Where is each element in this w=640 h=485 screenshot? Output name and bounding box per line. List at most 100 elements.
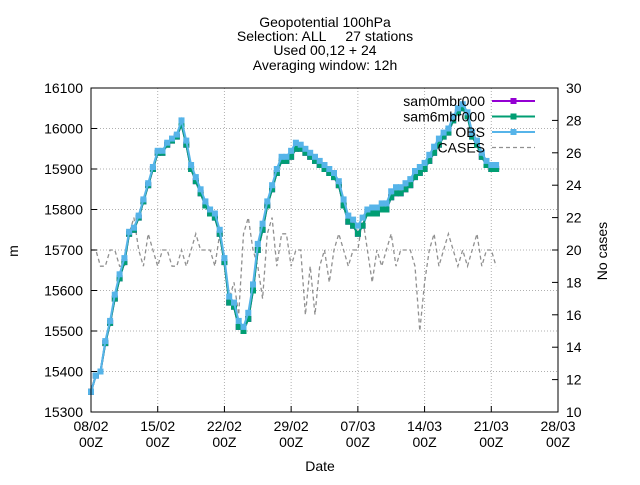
series-line-cases [91,217,497,332]
data-point-sam6mbr000 [231,303,237,310]
data-point-obs [250,281,256,288]
data-point-sam6mbr000 [269,186,276,193]
data-point-obs [454,105,461,112]
data-point-obs [373,204,380,211]
y-tick-label: 15300 [44,404,83,420]
x-tick-label-time: 00Z [279,434,304,450]
data-point-obs [211,210,218,217]
data-point-sam6mbr000 [412,174,418,181]
data-point-obs [259,220,266,227]
y2-tick-label: 10 [566,404,582,420]
data-point-obs [254,240,261,247]
data-point-obs [316,157,323,164]
y2-tick-label: 28 [566,112,582,128]
data-point-obs [278,153,285,160]
data-point-sam6mbr000 [416,170,423,176]
data-point-obs [178,117,185,124]
data-point-obs [140,196,147,203]
x-tick-label-date: 15/02 [140,418,175,434]
x-tick-label-date: 14/03 [407,418,442,434]
data-point-obs [169,135,175,142]
data-point-sam6mbr000 [292,145,299,152]
data-point-obs [264,198,271,205]
data-point-obs [340,196,347,203]
data-point-obs [107,317,114,324]
data-point-obs [121,255,128,262]
data-point-obs [216,226,223,233]
data-point-sam6mbr000 [202,202,209,209]
data-point-obs [412,168,418,174]
data-point-sam6mbr000 [297,145,304,152]
data-point-obs [364,206,371,213]
data-point-obs [192,174,199,181]
x-tick-label-time: 00Z [79,434,104,450]
data-point-obs [345,212,352,219]
data-point-sam6mbr000 [211,214,218,221]
data-point-obs [402,180,409,187]
data-point-obs [383,200,390,207]
legend-label-sam6mbr000: sam6mbr000 [403,109,485,125]
data-point-obs [92,372,99,379]
data-point-sam6mbr000 [121,259,128,266]
y2-tick-label: 22 [566,210,582,226]
data-point-sam6mbr000 [321,166,328,172]
data-point-obs [426,151,433,158]
legend-marker-sam0mbr000 [510,98,517,104]
data-point-obs [378,200,385,207]
y-tick-label: 15500 [44,323,83,339]
data-point-obs [474,137,480,144]
y2-tick-label: 16 [566,307,582,323]
data-point-obs [450,113,457,120]
x-tick-label-time: 00Z [546,434,571,450]
y2-axis-label: No cases [594,222,610,280]
data-point-obs [435,135,442,142]
data-point-sam6mbr000 [488,166,495,172]
legend-label-sam0mbr000: sam0mbr000 [403,93,485,109]
x-tick-label-time: 00Z [212,434,237,450]
data-point-obs [197,186,204,193]
data-point-sam6mbr000 [383,206,390,213]
x-axis-label: Date [305,458,335,474]
y-tick-label: 16000 [44,121,83,137]
data-point-sam6mbr000 [421,166,428,172]
data-point-sam6mbr000 [478,153,485,160]
data-point-sam6mbr000 [402,186,409,193]
data-point-sam6mbr000 [435,141,442,148]
data-point-sam6mbr000 [207,210,214,217]
data-point-sam6mbr000 [378,206,385,213]
data-point-sam6mbr000 [450,117,457,124]
x-tick-label-date: 21/03 [474,418,509,434]
data-point-sam6mbr000 [483,162,490,168]
y2-tick-label: 20 [566,242,582,258]
data-point-obs [416,164,423,170]
data-point-obs [154,147,161,154]
y2-tick-label: 14 [566,339,582,355]
data-point-obs [207,206,214,213]
title-line-4: Averaging window: 12h [253,57,398,73]
data-point-sam6mbr000 [459,105,466,112]
axis-layer: 15300 15400 15500 15600 15700 15800 15900 16000… [44,80,582,450]
data-point-obs [235,317,242,324]
data-point-obs [149,164,156,170]
data-point-obs [431,143,438,150]
y-axis-label: m [5,245,21,257]
data-point-obs [321,162,328,168]
data-point-obs [97,368,104,375]
data-point-sam6mbr000 [454,109,461,116]
data-point-obs [283,153,290,160]
data-point-obs [269,182,276,189]
x-tick-label-date: 08/02 [73,418,108,434]
legend-label-obs: OBS [455,124,485,140]
data-point-sam6mbr000 [273,170,280,176]
y-tick-label: 15700 [44,242,83,258]
data-point-sam6mbr000 [235,323,242,330]
data-point-obs [221,255,228,262]
legend-marker-obs [510,129,517,135]
data-point-obs [302,145,309,152]
x-tick-label-time: 00Z [146,434,171,450]
data-point-sam6mbr000 [192,178,199,185]
data-point-obs [478,149,485,156]
data-point-obs [307,149,314,156]
